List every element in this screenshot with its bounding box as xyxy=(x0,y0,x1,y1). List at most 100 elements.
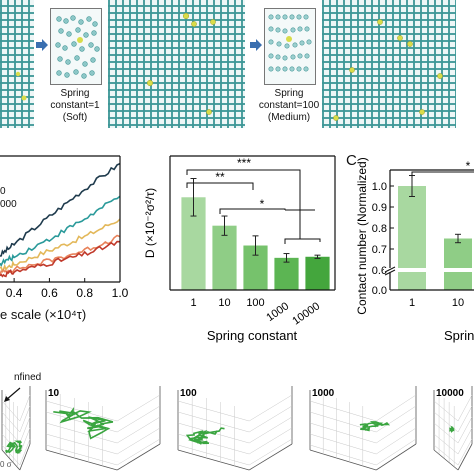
grid-line xyxy=(19,394,31,422)
grid-line xyxy=(433,422,459,444)
grid-line xyxy=(457,427,473,455)
line-x-tick-label: 0.4 xyxy=(6,286,23,300)
bar-x-tick-label: 1 xyxy=(190,297,196,309)
grid-line xyxy=(177,444,250,466)
grid-line xyxy=(249,405,293,433)
mesh-soft xyxy=(108,0,245,128)
grid-line xyxy=(117,394,161,422)
line-x-tick-label: 0.8 xyxy=(76,286,93,300)
legend-entry-2: 000 xyxy=(0,199,17,210)
grid-line xyxy=(376,416,417,444)
box-edge xyxy=(19,443,31,471)
grid-line xyxy=(45,422,118,444)
trajectory-path xyxy=(448,425,455,434)
grid-line xyxy=(376,405,417,433)
trajectory-box-0 xyxy=(1,386,31,471)
arrow-icon xyxy=(36,39,48,51)
mesh-cropped-left xyxy=(0,0,34,128)
grid-line xyxy=(1,422,21,444)
trajectory-label: 1000 xyxy=(312,388,335,399)
grid-line xyxy=(433,433,459,455)
grid-line xyxy=(309,433,377,455)
contact-x-label: Sprin xyxy=(444,328,474,343)
grid-line xyxy=(309,444,377,466)
contact-y-tick-label: 0.9 xyxy=(372,202,387,214)
contact-y-tick-label: 0.6 xyxy=(372,265,387,277)
box-edge xyxy=(1,449,21,471)
grid-line xyxy=(309,422,377,444)
trajectory-box-4: 10000 xyxy=(433,386,473,471)
mesh-medium xyxy=(322,0,456,128)
grid-line xyxy=(177,400,250,422)
sig-label-3: * xyxy=(260,197,265,211)
trajectory-box-2: 100 xyxy=(177,386,293,471)
box-edge xyxy=(177,449,250,471)
trajectory-path xyxy=(185,427,225,445)
bar-marks xyxy=(181,178,330,290)
inset-soft xyxy=(50,8,102,85)
bar-1000 xyxy=(274,257,299,290)
contact-bar-10 xyxy=(444,238,472,290)
particles-medium xyxy=(333,19,443,121)
bar-x-label: Spring constant xyxy=(207,328,298,343)
deformed-mesh-soft xyxy=(55,15,100,79)
line-chart: 0.4 0.6 0.8 1.0 xyxy=(0,155,129,300)
grid-line xyxy=(117,427,161,455)
grid-line xyxy=(433,444,459,466)
bar-x-tick-label: 10 xyxy=(218,297,230,309)
grid-line xyxy=(1,411,21,433)
trajectory-box-3: 1000 xyxy=(309,386,417,471)
caption-medium: Spring constant=100 (Medium) xyxy=(258,88,320,123)
box-edge xyxy=(433,449,459,471)
bar-ticks: 1 10 100 1000 10000 xyxy=(190,297,322,328)
significance-brackets xyxy=(186,169,321,244)
grid-line xyxy=(376,438,417,466)
grid-line xyxy=(19,427,31,455)
grid-line xyxy=(117,438,161,466)
annotation-arrow xyxy=(5,387,21,401)
line-x-label: e scale (×10⁴τ) xyxy=(0,307,87,322)
box-edge xyxy=(116,443,161,471)
contact-y-tick-label: 1.0 xyxy=(372,181,387,193)
annotation-arrow-head xyxy=(4,396,10,402)
contact-y-tick-label: 0.0 xyxy=(372,285,387,297)
grid-line xyxy=(376,427,417,455)
box-edge xyxy=(457,443,473,471)
trajectory-path xyxy=(359,421,391,432)
caption-soft: Spring constant=1 (Soft) xyxy=(50,88,100,123)
grid-line xyxy=(177,433,250,455)
trajectory-label: 10 xyxy=(48,388,60,399)
bar-x-tick-label: 100 xyxy=(246,297,264,309)
bar-y-label: D (×10⁻²σ²/τ) xyxy=(143,188,157,258)
line-x-tick-label: 1.0 xyxy=(112,286,129,300)
sig-label-1: *** xyxy=(237,156,251,170)
bar-x-tick-label: 1000 xyxy=(264,300,291,324)
sig-label-2: ** xyxy=(215,170,225,184)
grid-line xyxy=(45,444,118,466)
grid-line xyxy=(433,400,459,422)
line-series-0 xyxy=(0,162,121,257)
line-series-1 xyxy=(0,195,121,268)
grid-line xyxy=(249,394,293,422)
grid-line xyxy=(1,400,21,422)
box-edge xyxy=(375,443,417,471)
grid-line xyxy=(249,427,293,455)
contact-ticks: 1 10 1.0 0.9 0.8 0.7 0.6 0.0 xyxy=(372,181,464,309)
inset-medium xyxy=(264,8,316,85)
box-edge xyxy=(45,449,118,471)
contact-sig-bracket xyxy=(411,171,474,178)
grid-line xyxy=(457,394,473,422)
panel-letter-c: C xyxy=(346,152,357,169)
trajectory-label: 10000 xyxy=(436,388,464,399)
line-series-2 xyxy=(0,218,121,274)
contact-x-tick-label: 1 xyxy=(409,297,415,309)
bar-chart: 1 10 100 1000 10000 *** ** * D (×10⁻²σ²/τ) S… xyxy=(143,155,336,343)
contact-chart: 1 10 1.0 0.9 0.8 0.7 0.6 0.0 * Contact number (… xyxy=(355,157,474,343)
trajectory-box-1: 10 xyxy=(45,386,161,471)
grid-line xyxy=(19,416,31,444)
axis-break-mark-2 xyxy=(384,269,396,276)
line-x-ticks: 0.4 0.6 0.8 1.0 xyxy=(6,278,129,300)
grid-line xyxy=(177,411,250,433)
box-edge xyxy=(248,443,293,471)
